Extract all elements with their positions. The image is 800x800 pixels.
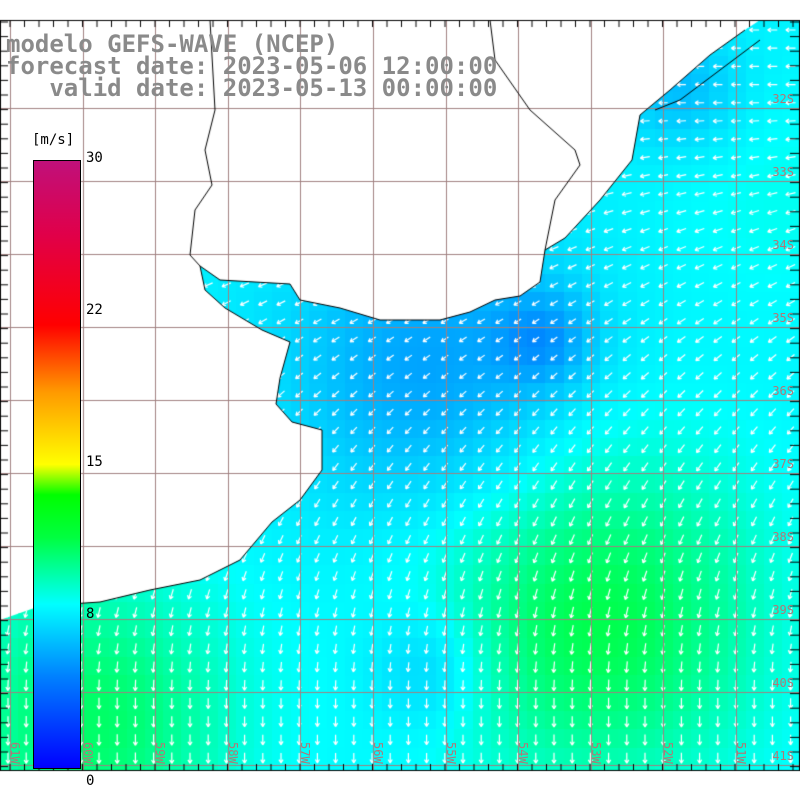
longitude-label: 59W <box>153 742 168 764</box>
title-forecast-date: forecast date: 2023-05-06 12:00:00 <box>6 52 498 80</box>
latitude-label: 32S <box>772 92 794 106</box>
longitude-label: 51W <box>734 742 748 764</box>
title-valid-date: valid date: 2023-05-13 00:00:00 <box>6 74 498 102</box>
colorbar-unit: [m/s] <box>32 132 75 148</box>
longitude-label: 52W <box>661 742 676 764</box>
colorbar-label: 0 <box>86 773 95 789</box>
colorbar-label: 8 <box>86 606 95 622</box>
colorbar-label: 15 <box>86 454 103 470</box>
latitude-label: 33S <box>772 165 794 179</box>
longitude-label: 57W <box>298 742 313 764</box>
longitude-label: 58W <box>225 742 240 764</box>
latitude-label: 39S <box>772 603 794 617</box>
longitude-label: 55W <box>443 742 458 764</box>
latitude-label: 41S <box>772 749 794 763</box>
latitude-label: 37S <box>772 457 794 471</box>
latitude-label: 40S <box>772 676 794 690</box>
longitude-label: 61W <box>8 742 22 764</box>
longitude-label: 56W <box>371 742 385 764</box>
colorbar-label: 30 <box>86 150 103 166</box>
latitude-label: 38S <box>772 530 794 544</box>
longitude-label: 60W <box>80 742 95 764</box>
latitude-label: 34S <box>772 238 794 252</box>
colorbar <box>33 160 81 769</box>
latitude-label: 36S <box>772 384 794 398</box>
latitude-label: 35S <box>772 311 794 325</box>
title-model: modelo GEFS-WAVE (NCEP) <box>6 30 339 58</box>
colorbar-label: 22 <box>86 302 103 318</box>
longitude-label: 54W <box>516 742 531 764</box>
longitude-label: 53W <box>588 742 603 764</box>
